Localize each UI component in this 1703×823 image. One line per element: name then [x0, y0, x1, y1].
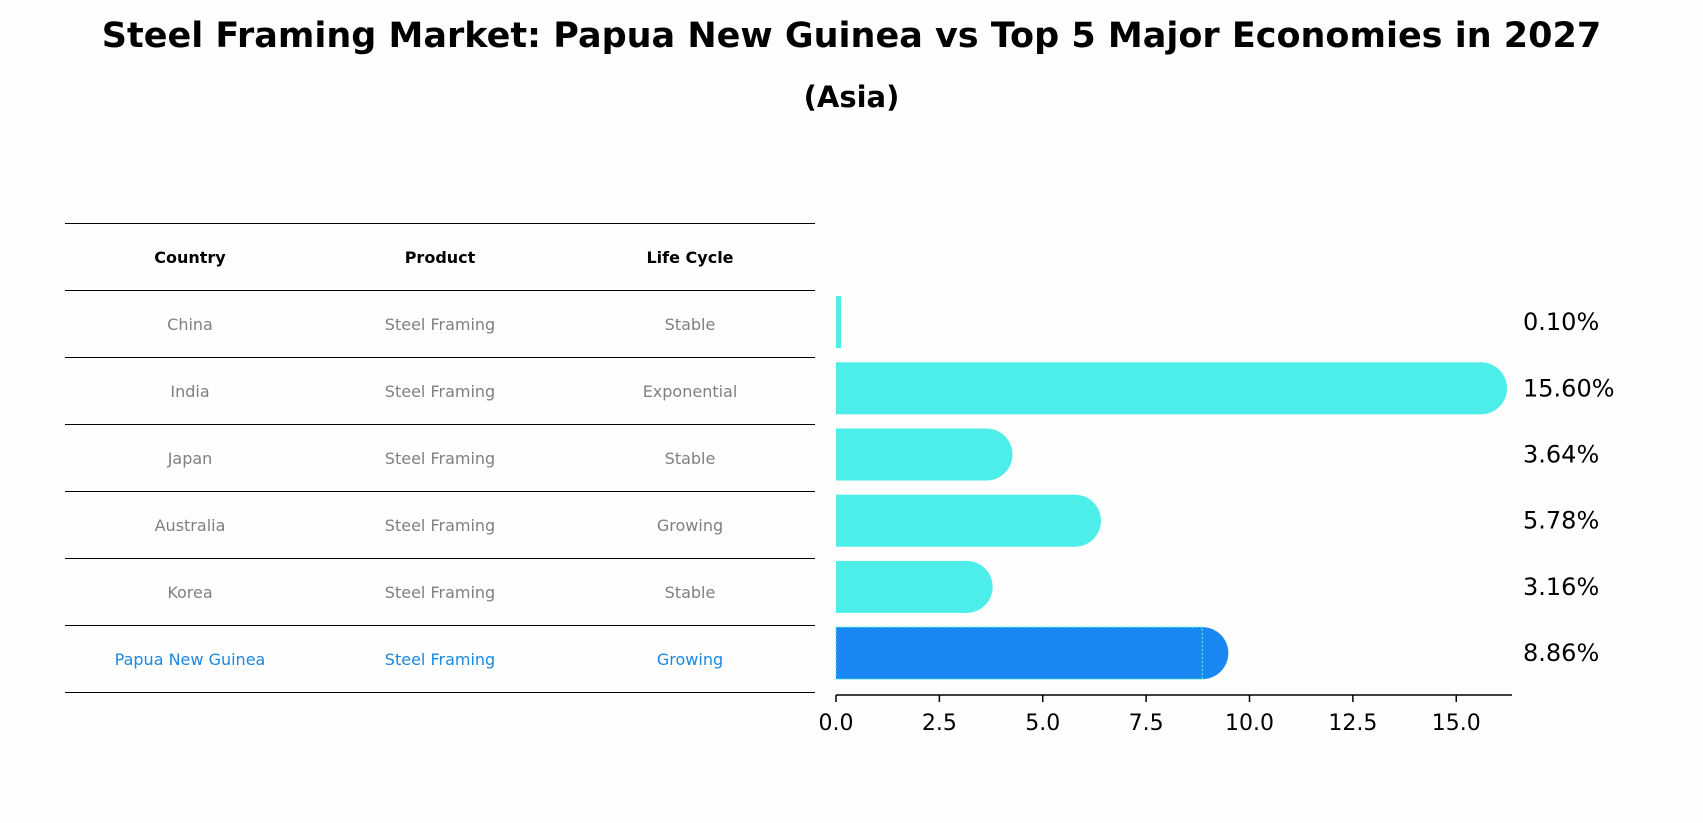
cell-country: Japan — [167, 448, 213, 468]
cell-life-cycle: Growing — [656, 515, 724, 535]
header-life-cycle: Life Cycle — [646, 247, 734, 267]
cell-life-cycle: Stable — [664, 582, 716, 602]
cell-country: China — [167, 314, 213, 334]
x-tick-label: 7.5 — [1129, 711, 1164, 736]
x-tick-label: 5.0 — [1025, 711, 1060, 736]
bar-cap — [1049, 494, 1102, 547]
header-product: Product — [404, 247, 476, 267]
cell-life-cycle: Exponential — [642, 381, 738, 401]
bar-cap — [1455, 362, 1508, 415]
header-country: Country — [154, 247, 226, 267]
cell-life-cycle: Growing — [656, 649, 724, 669]
x-tick-label: 12.5 — [1328, 711, 1377, 736]
bar-cap — [940, 560, 993, 613]
bar-value-label: 15.60% — [1523, 374, 1615, 402]
bar — [836, 362, 1482, 415]
cell-life-cycle: Stable — [664, 448, 716, 468]
bar-value-label: 3.16% — [1523, 573, 1599, 601]
table-row: Korea Steel Framing Stable — [65, 558, 815, 625]
bar-value-label: 5.78% — [1523, 507, 1599, 535]
chart-subtitle: (Asia) — [803, 80, 900, 114]
bar-value-label: 3.64% — [1523, 441, 1599, 469]
bar — [836, 627, 1203, 680]
cell-country: Korea — [167, 582, 213, 602]
cell-country: Papua New Guinea — [114, 649, 266, 669]
cell-product: Steel Framing — [384, 314, 496, 334]
bar-value-label: 0.10% — [1523, 308, 1599, 336]
cell-life-cycle: Stable — [664, 314, 716, 334]
cell-country: Australia — [154, 515, 226, 535]
cell-product: Steel Framing — [384, 582, 496, 602]
x-tick-label: 0.0 — [819, 711, 854, 736]
table-row: Australia Steel Framing Growing — [65, 491, 815, 558]
table-row: Japan Steel Framing Stable — [65, 424, 815, 491]
table-row: China Steel Framing Stable — [65, 290, 815, 357]
cell-product: Steel Framing — [384, 448, 496, 468]
bar-outline — [835, 626, 1203, 680]
x-tick-label: 15.0 — [1432, 711, 1481, 736]
table-row: India Steel Framing Exponential — [65, 357, 815, 424]
data-table: Country Product Life Cycle China Steel F… — [65, 223, 815, 693]
cell-country: India — [170, 381, 210, 401]
x-tick-label: 10.0 — [1225, 711, 1274, 736]
x-tick-label: 2.5 — [922, 711, 957, 736]
bar-cap — [960, 428, 1013, 481]
chart-title: Steel Framing Market: Papua New Guinea v… — [101, 16, 1602, 56]
cell-product: Steel Framing — [384, 649, 496, 669]
bar — [836, 296, 841, 349]
bar-value-label: 8.86% — [1523, 639, 1599, 667]
cell-product: Steel Framing — [384, 381, 496, 401]
cell-product: Steel Framing — [384, 515, 496, 535]
table-row-highlighted: Papua New Guinea Steel Framing Growing — [65, 625, 815, 693]
table-header-row: Country Product Life Cycle — [65, 223, 815, 290]
bar — [836, 494, 1076, 547]
